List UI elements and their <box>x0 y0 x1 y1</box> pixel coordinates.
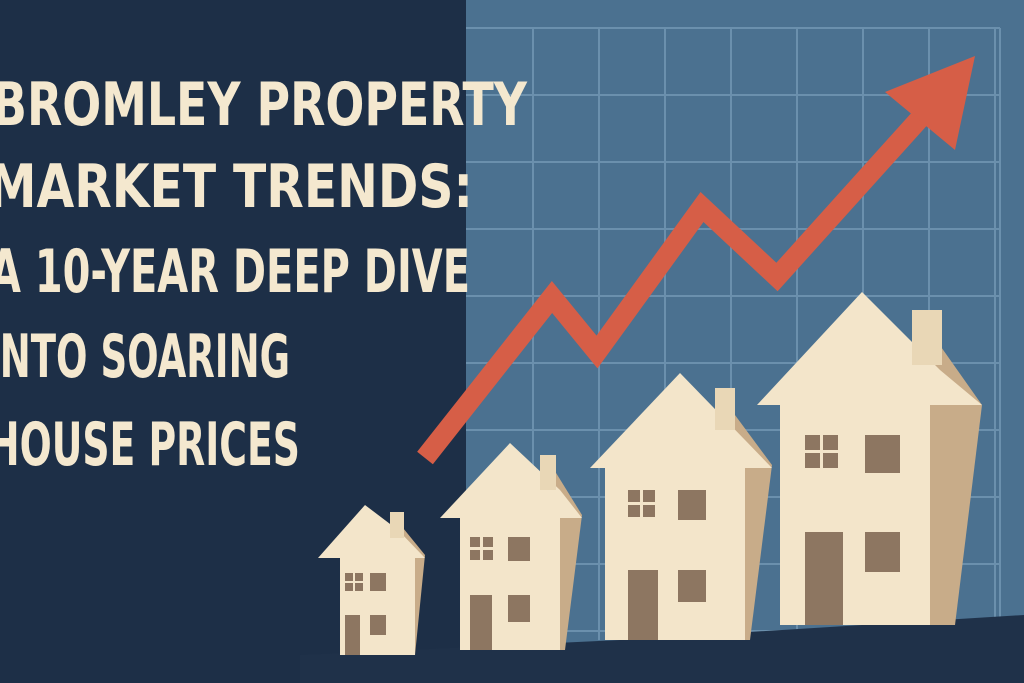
trend-arrow <box>417 78 958 465</box>
house <box>757 292 982 625</box>
arrow-head <box>885 56 975 150</box>
title-line: MARKET TRENDS: <box>0 152 473 222</box>
house <box>440 443 582 650</box>
title-line: A 10-YEAR DEEP DIVE <box>0 237 470 307</box>
ground <box>300 615 1024 683</box>
house <box>590 373 772 640</box>
title-line: HOUSE PRICES <box>0 410 300 480</box>
house <box>318 505 425 655</box>
title-line: BROMLEY PROPERTY <box>0 70 528 140</box>
title-line: INTO SOARING <box>0 322 290 392</box>
